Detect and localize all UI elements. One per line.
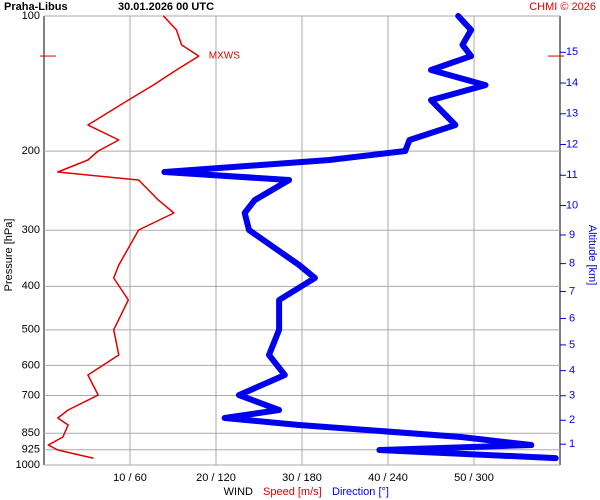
y-tick-label: 500	[22, 324, 40, 336]
y2-tick-label: 1	[569, 438, 575, 450]
y2-tick-label: 3	[569, 390, 575, 402]
y-tick-label: 600	[22, 359, 40, 371]
y2-tick-label: 2	[569, 414, 575, 426]
y2-tick-label: 11	[566, 169, 577, 181]
y2-axis-label: Altitude [km]	[586, 225, 598, 286]
chart-title: Praha-Libus	[4, 1, 68, 13]
credit: CHMI © 2026	[529, 1, 596, 13]
annotation: MXWS	[209, 51, 240, 62]
y-tick-label: 1000	[16, 459, 40, 471]
y-tick-label: 400	[22, 280, 40, 292]
y2-tick-label: 12	[566, 138, 578, 150]
x-tick-label: 20 / 120	[196, 472, 236, 484]
y2-tick-label: 9	[569, 229, 575, 241]
x-tick-label: 40 / 240	[368, 472, 408, 484]
y-axis-label: Pressure [hPa]	[3, 219, 15, 292]
x-tick-label: 10 / 60	[113, 472, 147, 484]
legend-label: Direction [°]	[332, 486, 389, 498]
x-tick-label: 50 / 300	[454, 472, 494, 484]
y2-tick-label: 14	[566, 77, 578, 89]
legend-label: Speed [m/s]	[263, 486, 322, 498]
y-tick-label: 200	[22, 145, 40, 157]
data-line	[47, 15, 200, 459]
y2-tick-label: 10	[566, 199, 578, 211]
y2-tick-label: 4	[569, 365, 575, 377]
y2-tick-label: 7	[569, 285, 575, 297]
x-tick-label: 30 / 180	[282, 472, 322, 484]
y-tick-label: 700	[22, 389, 40, 401]
y-tick-label: 100	[22, 10, 40, 22]
data-line	[161, 13, 559, 462]
x-axis-label: WIND	[224, 486, 253, 498]
chart-subtitle: 30.01.2026 00 UTC	[118, 1, 214, 13]
y2-tick-label: 5	[569, 339, 575, 351]
y2-tick-label: 15	[566, 46, 578, 58]
y2-tick-label: 6	[569, 312, 575, 324]
y-tick-label: 300	[22, 224, 40, 236]
y-tick-label: 850	[22, 427, 40, 439]
y2-tick-label: 8	[569, 258, 575, 270]
y2-tick-label: 13	[566, 108, 578, 120]
y-tick-label: 925	[22, 444, 40, 456]
